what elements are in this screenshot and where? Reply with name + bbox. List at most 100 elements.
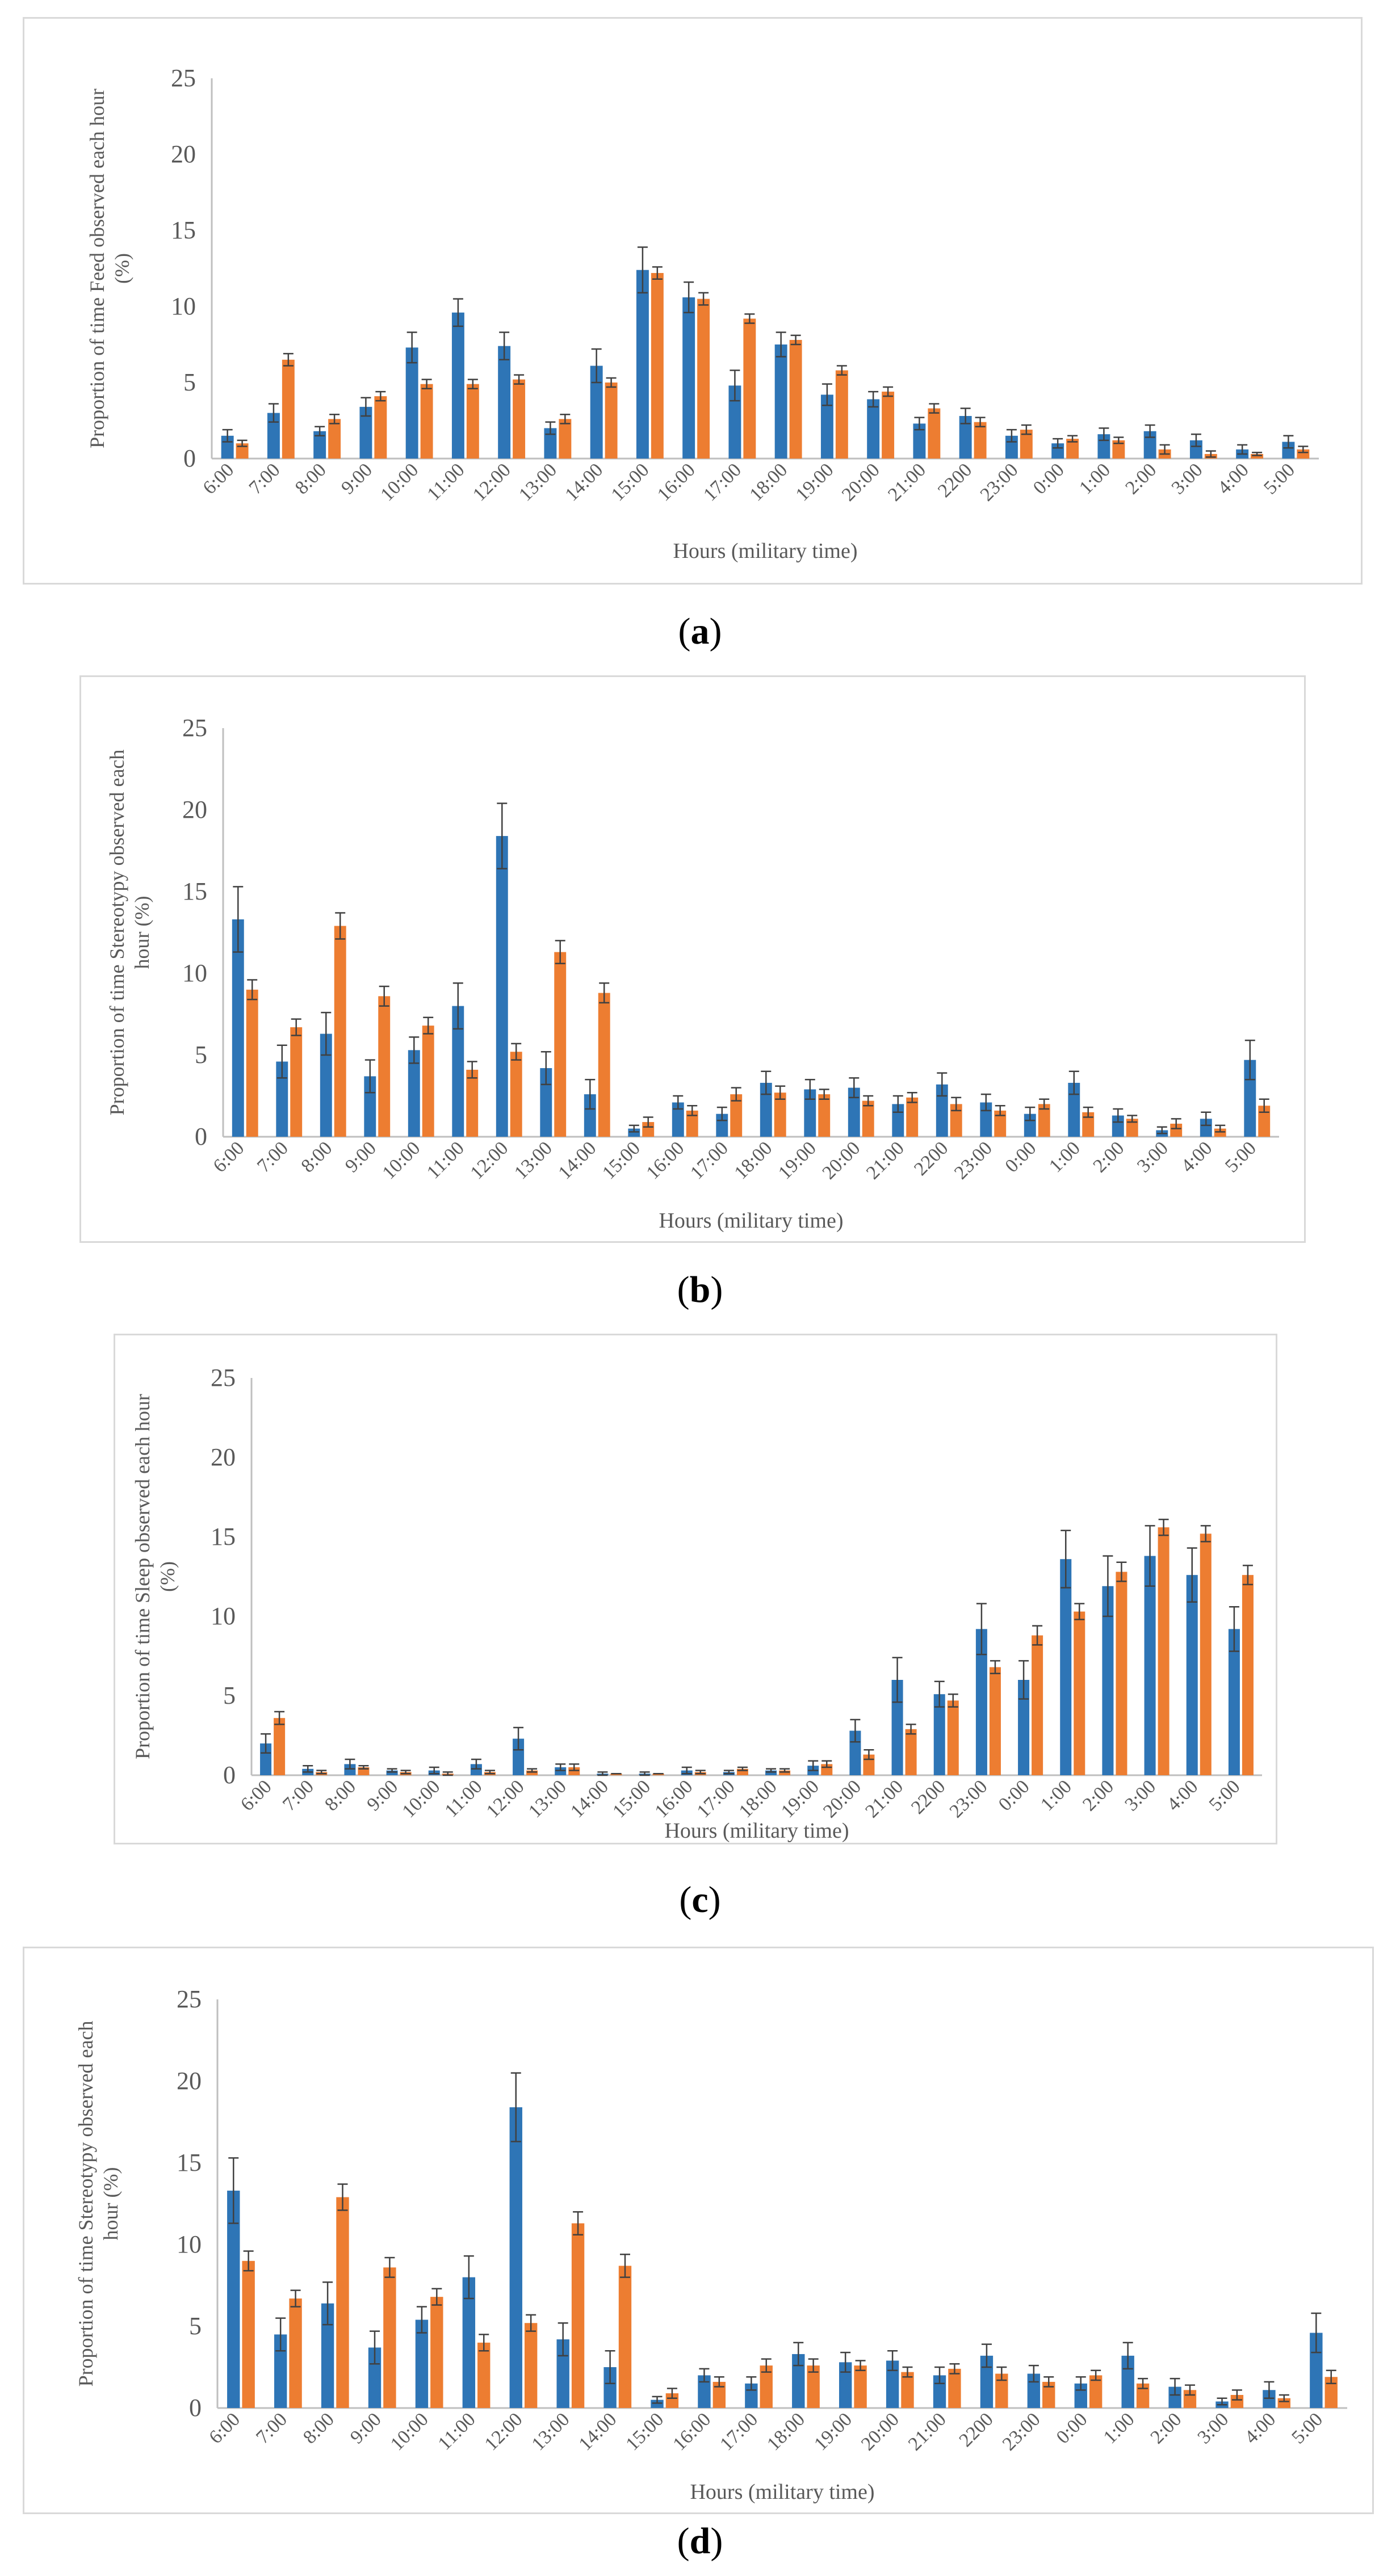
bar-series2 [818, 1094, 831, 1137]
x-tick-label: 7:00 [252, 2409, 291, 2448]
x-tick-label: 5:00 [1260, 459, 1299, 498]
x-tick-label: 2200 [934, 459, 976, 501]
y-tick-label: 25 [171, 64, 196, 92]
x-tick-label: 21:00 [884, 459, 930, 505]
bar-series1 [227, 2190, 240, 2408]
x-tick-label: 2200 [955, 2409, 997, 2451]
chart-c-plot: 0 5 10 15 20 25 6:00 7:00 8:00 9:0010:0011:0012:0… [131, 1364, 1262, 1843]
bar-series1 [368, 2347, 382, 2408]
bar-series2 [510, 1052, 522, 1137]
bar-series1 [344, 1764, 356, 1775]
x-tick-label: 9:00 [337, 459, 376, 498]
bar-series2 [334, 926, 346, 1137]
bar-series2 [466, 384, 479, 459]
bar-series1 [1018, 1680, 1030, 1775]
x-tick-label: 6:00 [209, 1137, 248, 1176]
bar-series2 [1032, 1635, 1043, 1775]
x-axis-label: Hours (military time) [690, 2480, 874, 2504]
x-tick-label: 15:00 [598, 1137, 644, 1183]
bar-series2 [1251, 453, 1264, 459]
bar-series2 [1038, 1104, 1050, 1137]
x-axis-label: Hours (military time) [664, 1819, 849, 1843]
y-axis-label: Proportion of time Stereotypy observed e… [74, 2021, 97, 2387]
bar-series1 [1310, 2333, 1323, 2408]
x-tick-label: 2:00 [1079, 1776, 1118, 1815]
y-tick-label: 20 [177, 2067, 202, 2095]
x-tick-label: 13:00 [528, 2409, 574, 2455]
x-tick-label: 16:00 [651, 1776, 697, 1822]
bar-series2 [1066, 439, 1079, 459]
bar-series1 [462, 2277, 476, 2408]
x-tick-label: 3:00 [1121, 1776, 1160, 1815]
bar-series1 [584, 1094, 596, 1137]
x-tick-label: 23:00 [950, 1137, 996, 1183]
x-tick-label: 15:00 [609, 1776, 655, 1822]
bar-series2 [807, 2365, 820, 2408]
bar-series2 [554, 952, 567, 1137]
bar-series2 [274, 1718, 286, 1775]
bar-series1 [603, 2367, 617, 2408]
x-tick-label: 19:00 [792, 459, 838, 505]
y-tick-label: 25 [182, 714, 207, 742]
bar-series2 [1082, 1112, 1095, 1137]
bar-series1 [760, 1082, 772, 1137]
bar-series1 [1189, 440, 1202, 459]
x-tick-label: 9:00 [346, 2409, 385, 2448]
bar-series1 [886, 2360, 899, 2408]
bar-series2 [290, 1027, 303, 1137]
x-tick-label: 14:00 [575, 2409, 621, 2455]
bar-series2 [779, 1770, 791, 1775]
x-tick-label: 6:00 [205, 2409, 244, 2448]
bar-series2 [477, 2342, 491, 2408]
bar-series2 [1020, 430, 1033, 459]
bar-series1 [276, 1061, 288, 1137]
x-tick-label: 13:00 [515, 459, 561, 505]
bar-series2 [466, 1069, 479, 1137]
bar-series1 [470, 1764, 482, 1775]
y-tick-label: 20 [171, 140, 196, 168]
y-tick-label: 0 [223, 1761, 236, 1789]
chart-a-plot: 0 5 10 15 20 25 6:00 7:00 8:00 9:00 10:00 11:00 12:0… [86, 64, 1319, 563]
bar-series2 [571, 2223, 585, 2408]
bar-series2 [526, 1770, 538, 1775]
x-tick-label: 8:00 [291, 459, 330, 498]
bar-series2 [1074, 1611, 1085, 1775]
x-tick-label: 0:00 [995, 1776, 1034, 1815]
bar-series1 [1068, 1082, 1080, 1137]
bar-series1 [867, 399, 880, 459]
bar-series1 [359, 406, 372, 459]
y-axis-label: (%) [111, 253, 133, 284]
y-tick-label: 5 [189, 2312, 202, 2340]
x-tick-label: 16:00 [653, 459, 699, 505]
x-tick-label: 4:00 [1163, 1776, 1202, 1815]
y-tick-label: 20 [211, 1443, 236, 1471]
x-tick-label: 12:00 [469, 459, 515, 505]
bar-series1 [544, 428, 557, 459]
x-tick-label: 9:00 [363, 1776, 402, 1815]
y-tick-label: 10 [211, 1602, 236, 1630]
bar-series1 [774, 344, 787, 459]
bar-series1 [848, 1087, 860, 1137]
bar-series1 [452, 1006, 464, 1137]
bar-series1 [1143, 431, 1156, 459]
bar-series1 [1112, 1115, 1124, 1137]
bar-series2 [1116, 1571, 1127, 1775]
bar-series1 [792, 2354, 805, 2408]
bar-series1 [274, 2334, 287, 2408]
bar-series2 [1258, 1106, 1271, 1137]
x-tick-label: 11:00 [423, 459, 468, 505]
bar-series2 [1126, 1119, 1138, 1137]
bar-series1 [1228, 1629, 1240, 1775]
y-tick-label: 25 [177, 1985, 202, 2013]
bar-series2 [642, 1122, 655, 1137]
x-tick-label: 23:00 [946, 1776, 992, 1822]
bar-series1 [804, 1089, 816, 1137]
bar-series2 [524, 2323, 538, 2408]
bar-series2 [862, 1100, 874, 1137]
x-tick-label: 2:00 [1121, 459, 1160, 498]
bar-series2 [928, 408, 941, 459]
bar-series2 [697, 299, 710, 459]
